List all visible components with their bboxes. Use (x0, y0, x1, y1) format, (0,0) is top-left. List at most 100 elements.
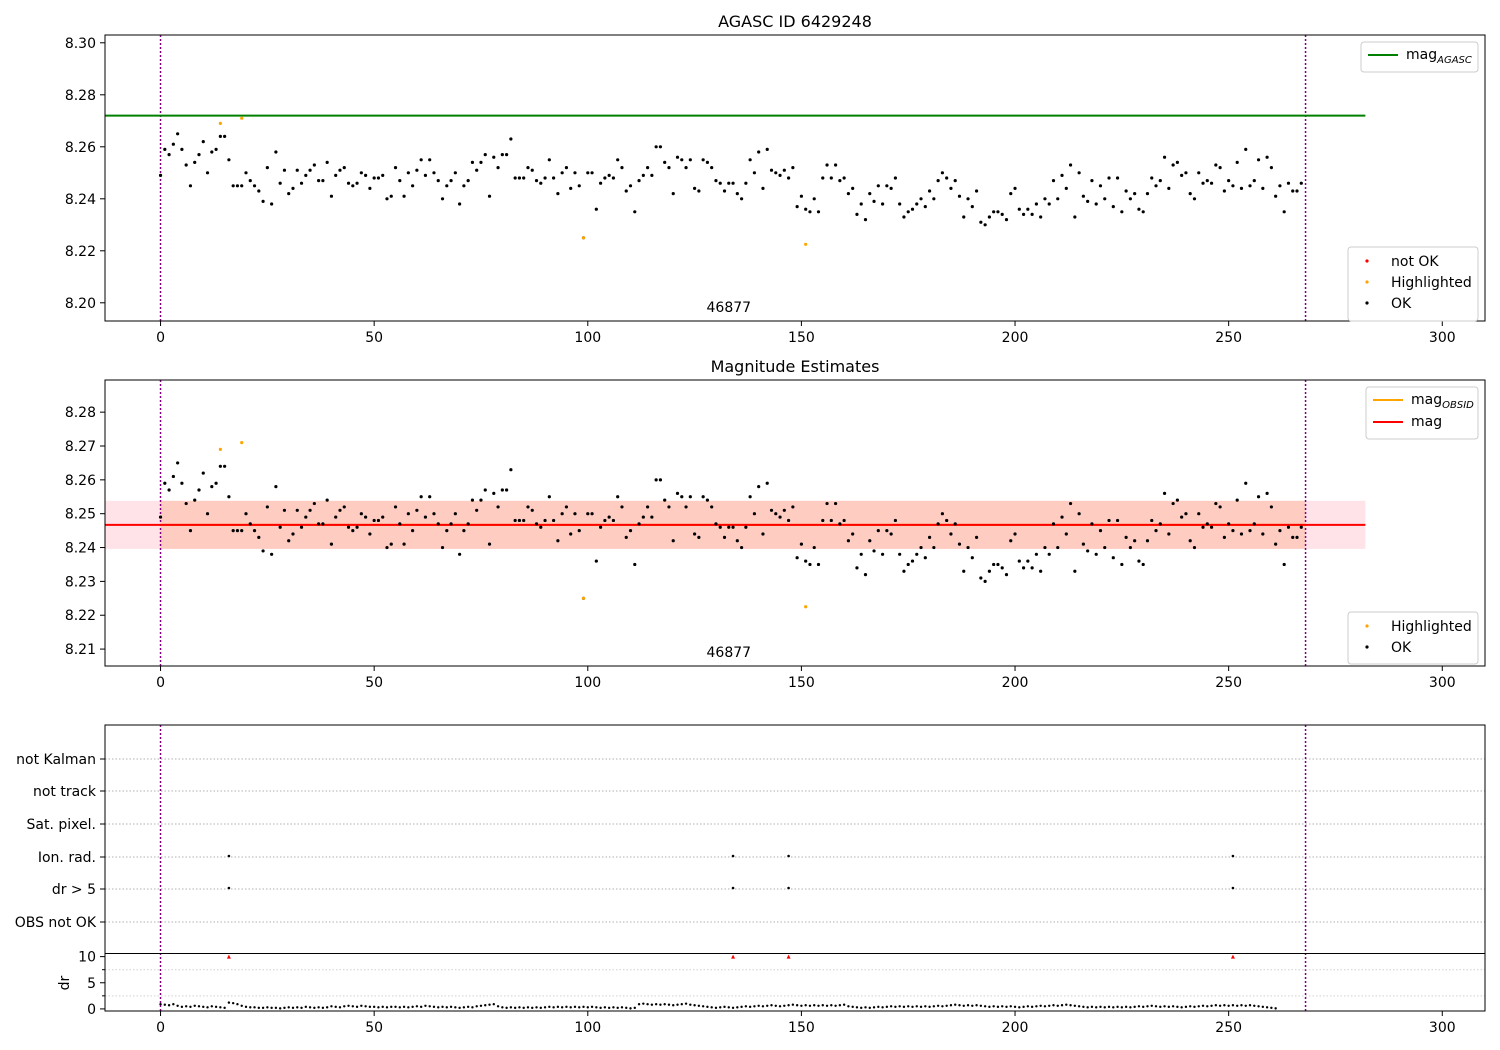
ok-point (1227, 522, 1231, 526)
ok-point (641, 173, 645, 177)
ok-point (1030, 212, 1034, 216)
dr-point (261, 1006, 265, 1010)
ok-point (692, 532, 697, 536)
ok-point (799, 194, 804, 198)
dr-point (629, 1007, 632, 1010)
ok-point (778, 515, 782, 519)
dr-point (825, 1004, 829, 1007)
ok-point (487, 542, 492, 546)
ok-point (556, 539, 560, 543)
y-tick-label: 8.23 (65, 574, 96, 590)
dr-point (556, 1005, 560, 1009)
ok-point (449, 522, 453, 526)
dr-point (778, 1005, 782, 1008)
dr-point (343, 1005, 346, 1008)
y-tick-label: 8.25 (65, 507, 96, 523)
ok-point (368, 532, 372, 536)
highlighted-point (804, 605, 808, 609)
dr-point (278, 1007, 282, 1010)
ok-point (1291, 189, 1295, 193)
ok-point (1201, 181, 1205, 185)
dr-point (1214, 1004, 1218, 1007)
ok-point (492, 155, 496, 159)
ok-point (419, 158, 423, 162)
dr-point (885, 1005, 889, 1009)
ok-point (1017, 559, 1021, 563)
ok-point (1278, 184, 1282, 188)
ok-point (774, 512, 778, 516)
ok-point (252, 184, 257, 188)
ok-point (1282, 562, 1286, 567)
dr-point (821, 1004, 824, 1007)
ok-point (949, 532, 953, 536)
ok-point (731, 525, 735, 529)
ok-point (1291, 535, 1295, 539)
dr-point (1052, 1004, 1055, 1007)
ok-point (376, 518, 381, 523)
ok-point (1265, 491, 1269, 495)
dr-point (364, 1005, 367, 1008)
dr-point (313, 1006, 316, 1010)
dr-point (1227, 1004, 1230, 1007)
dr-point (1048, 1004, 1051, 1007)
ok-point (906, 210, 910, 214)
ok-point (359, 171, 363, 175)
dr-point (932, 1005, 936, 1008)
ok-point (492, 491, 496, 495)
ok-point (782, 168, 786, 172)
x-tick-label: 100 (574, 675, 601, 691)
ok-point (534, 179, 539, 183)
ok-point (620, 505, 624, 509)
ok-point (1047, 202, 1051, 206)
ok-point (718, 525, 722, 529)
dr-point (424, 1004, 427, 1007)
dr-point (462, 1006, 466, 1009)
ok-point (389, 194, 393, 198)
ok-point (1231, 184, 1235, 188)
dr-point (590, 1005, 594, 1009)
ok-point (1269, 166, 1273, 170)
ok-point (372, 518, 376, 523)
agasc-panel-title: AGASC ID 6429248 (718, 12, 872, 31)
dr-point (1146, 1005, 1149, 1008)
dr-point (441, 1005, 444, 1009)
ok-point (1154, 529, 1158, 533)
ok-point (312, 163, 316, 167)
ok-point (795, 556, 799, 560)
ok-point (547, 158, 551, 162)
ok-point (1094, 552, 1098, 556)
ok-point (1214, 163, 1218, 167)
ok-point (1128, 197, 1132, 201)
ok-point (833, 163, 838, 167)
ok-point (240, 184, 244, 188)
ok-point (385, 545, 389, 550)
dr-point (907, 1005, 910, 1008)
ok-point (765, 481, 769, 485)
ok-point (795, 205, 799, 209)
dr-point (603, 1006, 607, 1009)
dr-point (1235, 1004, 1239, 1007)
ok-point (1051, 179, 1056, 183)
ok-point (786, 176, 791, 180)
ok-point (359, 512, 363, 516)
dr-point (1223, 1004, 1226, 1007)
ok-point (543, 176, 547, 180)
dr-point (253, 1006, 256, 1009)
x-tick-label: 100 (574, 330, 601, 346)
dr-point (693, 1004, 696, 1007)
ok-point (898, 202, 902, 206)
dr-point (330, 1005, 333, 1008)
y-tick-label: 8.27 (65, 439, 96, 455)
y-tick-label: 8.22 (65, 244, 96, 260)
ok-point (1286, 181, 1291, 185)
ok-point (274, 150, 278, 154)
dr-point (757, 1004, 760, 1007)
x-tick-label: 250 (1215, 675, 1242, 691)
dr-point (535, 1006, 538, 1009)
dr-point (791, 1003, 795, 1006)
ok-point (1086, 199, 1090, 203)
dr-point (1120, 1006, 1124, 1009)
ok-point (714, 179, 718, 183)
legend-label: magAGASC (1406, 47, 1472, 66)
ok-point (278, 181, 282, 185)
